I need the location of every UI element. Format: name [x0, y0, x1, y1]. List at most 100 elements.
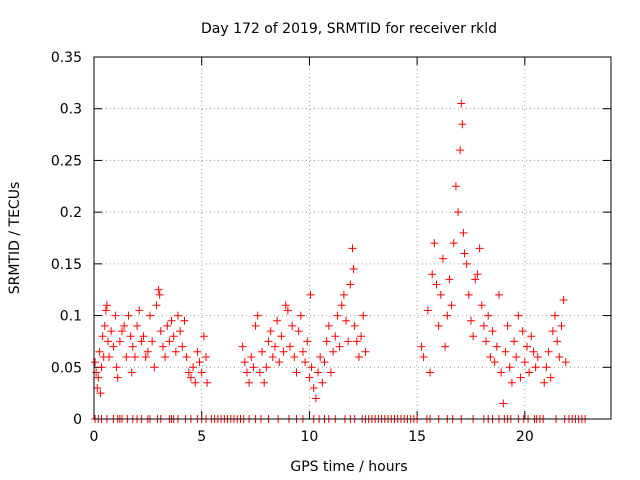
data-point [203, 378, 212, 387]
data-point [152, 301, 161, 310]
data-point [462, 259, 471, 268]
data-point [94, 373, 103, 382]
data-point [95, 347, 104, 356]
data-point [550, 311, 559, 320]
x-tick-label: 15 [408, 429, 426, 445]
data-point [167, 316, 176, 325]
data-point [247, 352, 256, 361]
data-point [93, 383, 102, 392]
data-point [255, 368, 264, 377]
data-point [503, 321, 512, 330]
data-point [107, 327, 116, 336]
data-point [242, 368, 251, 377]
data-point [479, 321, 488, 330]
data-point [329, 347, 338, 356]
data-point [473, 270, 482, 279]
data-point [98, 332, 107, 341]
y-tick-label: 0.1 [60, 309, 82, 325]
data-point [171, 347, 180, 356]
data-point [354, 352, 363, 361]
data-point [438, 254, 447, 263]
data-point [527, 332, 536, 341]
data-point [124, 311, 133, 320]
data-point [150, 363, 159, 372]
data-point [499, 399, 508, 408]
data-point [326, 368, 335, 377]
data-point [146, 311, 155, 320]
data-point [197, 368, 206, 377]
data-point [127, 368, 136, 377]
data-point [184, 368, 193, 377]
y-tick-label: 0.05 [51, 360, 82, 376]
data-point [540, 378, 549, 387]
y-tick-label: 0.25 [51, 153, 82, 169]
data-point [113, 373, 122, 382]
data-point [309, 383, 318, 392]
data-point [505, 363, 514, 372]
data-point [245, 378, 254, 387]
data-point [497, 368, 506, 377]
data-point [344, 337, 353, 346]
data-point [163, 321, 172, 330]
data-point [238, 342, 247, 351]
data-point [460, 249, 469, 258]
data-point [311, 394, 320, 403]
data-point [324, 321, 333, 330]
data-point [96, 389, 105, 398]
data-point [130, 352, 139, 361]
data-point [102, 301, 111, 310]
data-point [518, 327, 527, 336]
data-point [301, 358, 310, 367]
data-point [273, 316, 282, 325]
data-point [180, 316, 189, 325]
data-point [559, 296, 568, 305]
data-point [512, 352, 521, 361]
data-point [514, 311, 523, 320]
data-point [520, 358, 529, 367]
data-point [249, 363, 258, 372]
data-point [118, 327, 127, 336]
data-point [486, 352, 495, 361]
x-tick-label: 20 [516, 429, 534, 445]
data-point [441, 342, 450, 351]
data-point [533, 352, 542, 361]
data-point [307, 363, 316, 372]
y-tick-label: 0.2 [60, 205, 82, 221]
data-point [195, 358, 204, 367]
data-point [275, 358, 284, 367]
data-point [115, 337, 124, 346]
data-point [165, 337, 174, 346]
data-point [262, 363, 271, 372]
data-point [449, 239, 458, 248]
data-point [361, 347, 370, 356]
data-point [346, 280, 355, 289]
data-point [202, 352, 211, 361]
data-point [475, 244, 484, 253]
data-point [111, 311, 120, 320]
data-point [434, 321, 443, 330]
data-point [156, 327, 165, 336]
data-point [544, 347, 553, 356]
data-point [306, 290, 315, 299]
data-point [154, 285, 163, 294]
data-point [352, 337, 361, 346]
data-point [522, 342, 531, 351]
data-point [97, 363, 106, 372]
data-point [531, 363, 540, 372]
y-tick-label: 0 [73, 412, 82, 428]
data-point [303, 337, 312, 346]
x-tick-label: 5 [197, 429, 206, 445]
data-point [331, 332, 340, 341]
data-point [417, 342, 426, 351]
data-point [488, 327, 497, 336]
x-tick-label: 0 [90, 429, 99, 445]
y-tick-label: 0.3 [60, 102, 82, 118]
data-point [266, 327, 275, 336]
data-point [137, 337, 146, 346]
x-axis-label: GPS time / hours [290, 459, 407, 475]
data-point [430, 239, 439, 248]
data-point [298, 347, 307, 356]
y-tick-label: 0.35 [51, 50, 82, 66]
data-point [101, 306, 110, 315]
